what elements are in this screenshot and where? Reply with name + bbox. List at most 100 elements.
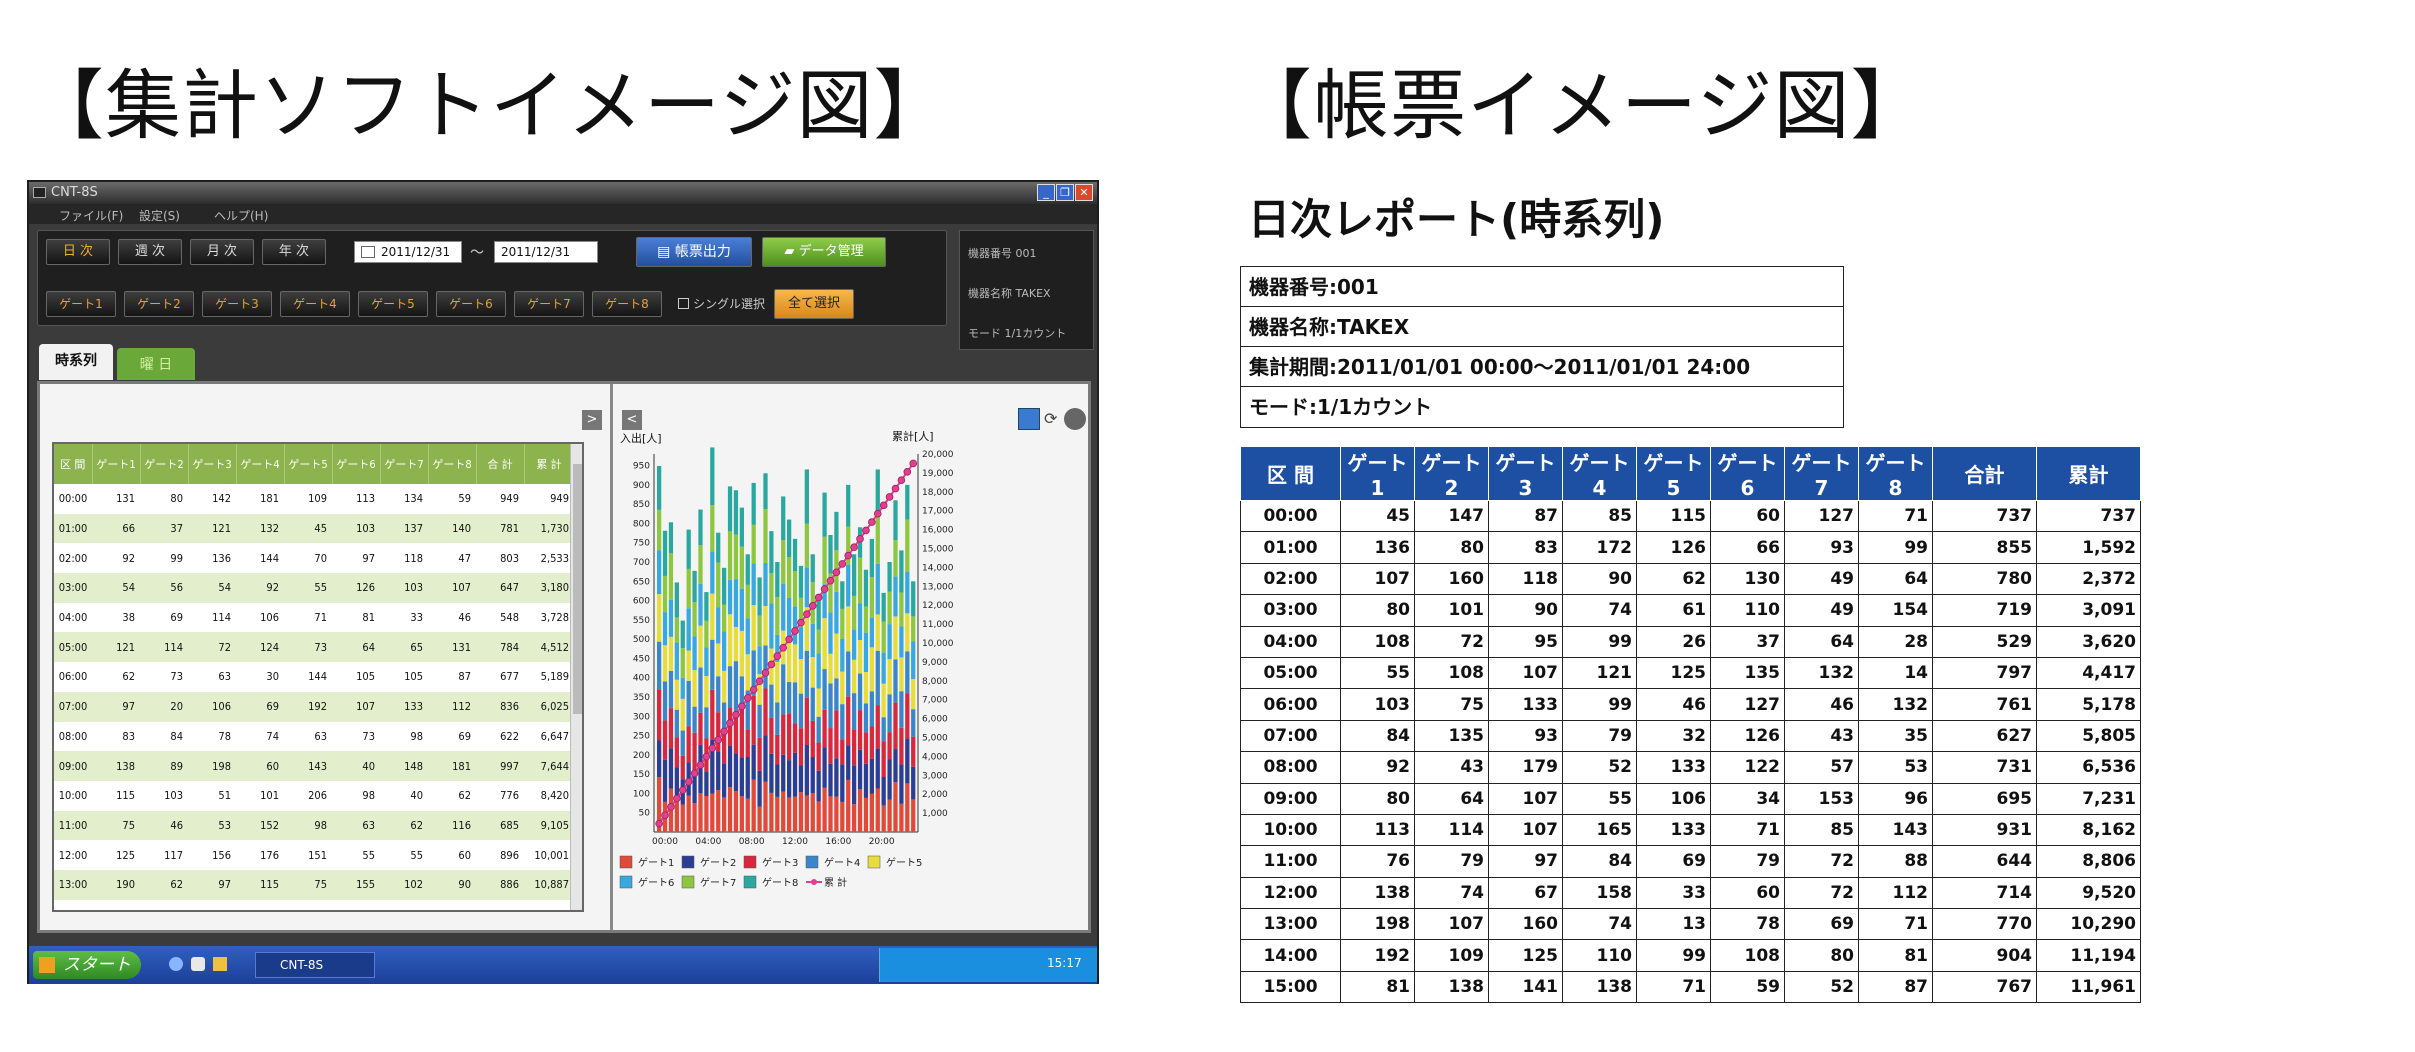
select-all-button[interactable]: 全て選択 (774, 289, 854, 319)
right-tick-label: 5,000 (922, 734, 948, 744)
report-cell: 138 (1340, 876, 1415, 910)
report-cell: 59 (1710, 970, 1785, 1004)
report-cell: 179 (1488, 751, 1563, 784)
date-from-field[interactable]: 2011/12/31 (354, 241, 462, 263)
data-management-button[interactable]: ▰ データ管理 (762, 237, 886, 267)
left-tick-label: 350 (633, 693, 650, 703)
grid-row[interactable]: 00:00 131 80 142 181 109 113 134 59 949 949 (54, 484, 574, 514)
report-cell: 52 (1562, 751, 1637, 784)
grid-row[interactable]: 08:00 83 84 78 74 63 73 98 69 622 6,647 (54, 722, 574, 752)
grid-row[interactable]: 10:00 115 103 51 101 206 98 40 62 776 8,420 (54, 781, 574, 811)
cumulative-point (862, 526, 870, 535)
report-cell: 26 (1636, 625, 1711, 658)
grid-row[interactable]: 12:00 125 117 156 176 151 55 55 60 896 10,001 (54, 840, 574, 870)
right-tick-label: 13,000 (922, 582, 954, 592)
bar-segment (680, 698, 685, 731)
report-device-number: 機器番号:001 (1241, 267, 1843, 307)
minimize-icon[interactable]: _ (1037, 184, 1055, 201)
scrollbar-thumb[interactable] (573, 464, 582, 714)
bar-segment (727, 531, 733, 580)
legend-label: ゲート6 (638, 877, 674, 889)
bar-segment (905, 484, 910, 520)
gate-2-button[interactable]: ゲート2 (124, 291, 194, 317)
bar-segment (887, 694, 892, 733)
grid-cell: 949 (500, 492, 519, 506)
bar-segment (804, 567, 809, 608)
quicklaunch-icon-2[interactable] (191, 957, 205, 971)
pane-divider[interactable] (610, 384, 613, 930)
bar-segment (846, 526, 851, 565)
report-cell: 5,805 (2036, 719, 2141, 753)
grid-scrollbar[interactable] (570, 444, 582, 910)
daily-button[interactable]: 日 次 (46, 239, 110, 265)
single-select-checkbox[interactable]: シングル選択 (678, 295, 765, 312)
grid-cell: 69 (458, 729, 471, 743)
grid-row[interactable]: 03:00 54 56 54 92 55 126 103 107 647 3,180 (54, 573, 574, 603)
gate-5-button[interactable]: ゲート5 (358, 291, 428, 317)
date-to-field[interactable]: 2011/12/31 (494, 241, 598, 263)
cumulative-point (844, 551, 853, 560)
bar-segment (846, 745, 851, 780)
system-tray (879, 948, 1097, 982)
grid-cell: 82 (236, 900, 284, 910)
grid-row[interactable]: 11:00 75 46 53 152 98 63 62 116 685 9,105 (54, 810, 574, 841)
bar-segment (751, 650, 756, 696)
grid-row[interactable]: 06:00 62 73 63 30 144 105 105 87 677 5,189 (54, 662, 574, 692)
grid-row[interactable]: 14:0094121102821632210115684111,728 (54, 900, 574, 910)
menu-file[interactable]: ファイル(F) (59, 209, 124, 223)
prev-nav-button[interactable]: < (622, 410, 642, 430)
bar-segment (887, 759, 892, 800)
grid-header-cell: 累 計 (524, 444, 575, 484)
grid-cell: 78 (218, 729, 231, 743)
grid-row[interactable]: 07:00 97 20 106 69 192 107 133 112 836 6,025 (54, 691, 574, 722)
cumulative-point (826, 576, 835, 585)
yearly-button[interactable]: 年 次 (262, 239, 326, 265)
report-cell: 04:00 (1240, 625, 1341, 658)
gate-4-button[interactable]: ゲート4 (280, 291, 350, 317)
grid-cell: 63 (332, 810, 380, 841)
refresh-icon[interactable]: ⟳ (1044, 409, 1058, 428)
report-cell: 35 (1858, 719, 1933, 753)
bar-chart-icon[interactable] (1018, 408, 1040, 430)
gate-6-button[interactable]: ゲート6 (436, 291, 506, 317)
quicklaunch-icon-3[interactable] (213, 957, 227, 971)
gate-1-button[interactable]: ゲート1 (46, 291, 116, 317)
pie-chart-icon[interactable] (1064, 408, 1086, 430)
taskbar-window-button[interactable]: CNT-8S (255, 952, 375, 978)
cumulative-point (696, 761, 705, 769)
grid-cell: 84 (170, 729, 183, 743)
tab-time-series[interactable]: 時系列 (39, 344, 113, 380)
next-nav-button[interactable]: > (582, 410, 602, 430)
grid-row[interactable]: 02:00 92 99 136 144 70 97 118 47 803 2,533 (54, 543, 574, 573)
grid-row[interactable]: 05:00 121 114 72 124 73 64 65 131 784 4,512 (54, 632, 574, 663)
report-cell: 761 (1932, 688, 2037, 721)
menu-help[interactable]: ヘルプ(H) (214, 209, 269, 223)
grid-row[interactable]: 09:00 138 89 198 60 143 40 148 181 997 7,644 (54, 751, 574, 781)
gate-7-button[interactable]: ゲート7 (514, 291, 584, 317)
grid-row[interactable]: 04:00 38 69 114 106 71 81 33 46 548 3,728 (54, 603, 574, 633)
bar-segment (804, 523, 809, 568)
right-tick-label: 14,000 (922, 563, 954, 573)
bar-segment (733, 661, 739, 713)
grid-row[interactable]: 13:00 190 62 97 115 75 155 102 90 886 10,887 (54, 869, 574, 900)
bar-segment (881, 652, 886, 684)
bar-segment (692, 670, 697, 707)
legend-swatch (681, 855, 695, 869)
weekly-button[interactable]: 週 次 (118, 239, 182, 265)
monthly-button[interactable]: 月 次 (190, 239, 254, 265)
tab-weekday[interactable]: 曜 日 (117, 348, 195, 380)
grid-row[interactable]: 01:00 66 37 121 132 45 103 137 140 781 1,730 (54, 513, 574, 544)
close-icon[interactable]: ✕ (1075, 184, 1093, 201)
restore-icon[interactable]: ❐ (1056, 184, 1074, 201)
report-cell: 15:00 (1240, 970, 1341, 1004)
gate-3-button[interactable]: ゲート3 (202, 291, 272, 317)
windows-logo-icon (39, 957, 55, 973)
grid-cell: 101 (380, 900, 428, 910)
bar-segment (857, 557, 863, 604)
gate-8-button[interactable]: ゲート8 (592, 291, 662, 317)
report-output-button[interactable]: ▤ 帳票出力 (636, 237, 752, 267)
quicklaunch-icon-1[interactable] (169, 957, 183, 971)
cumulative-point (803, 610, 811, 619)
bar-segment (893, 749, 898, 783)
menu-settings[interactable]: 設定(S) (139, 209, 180, 223)
